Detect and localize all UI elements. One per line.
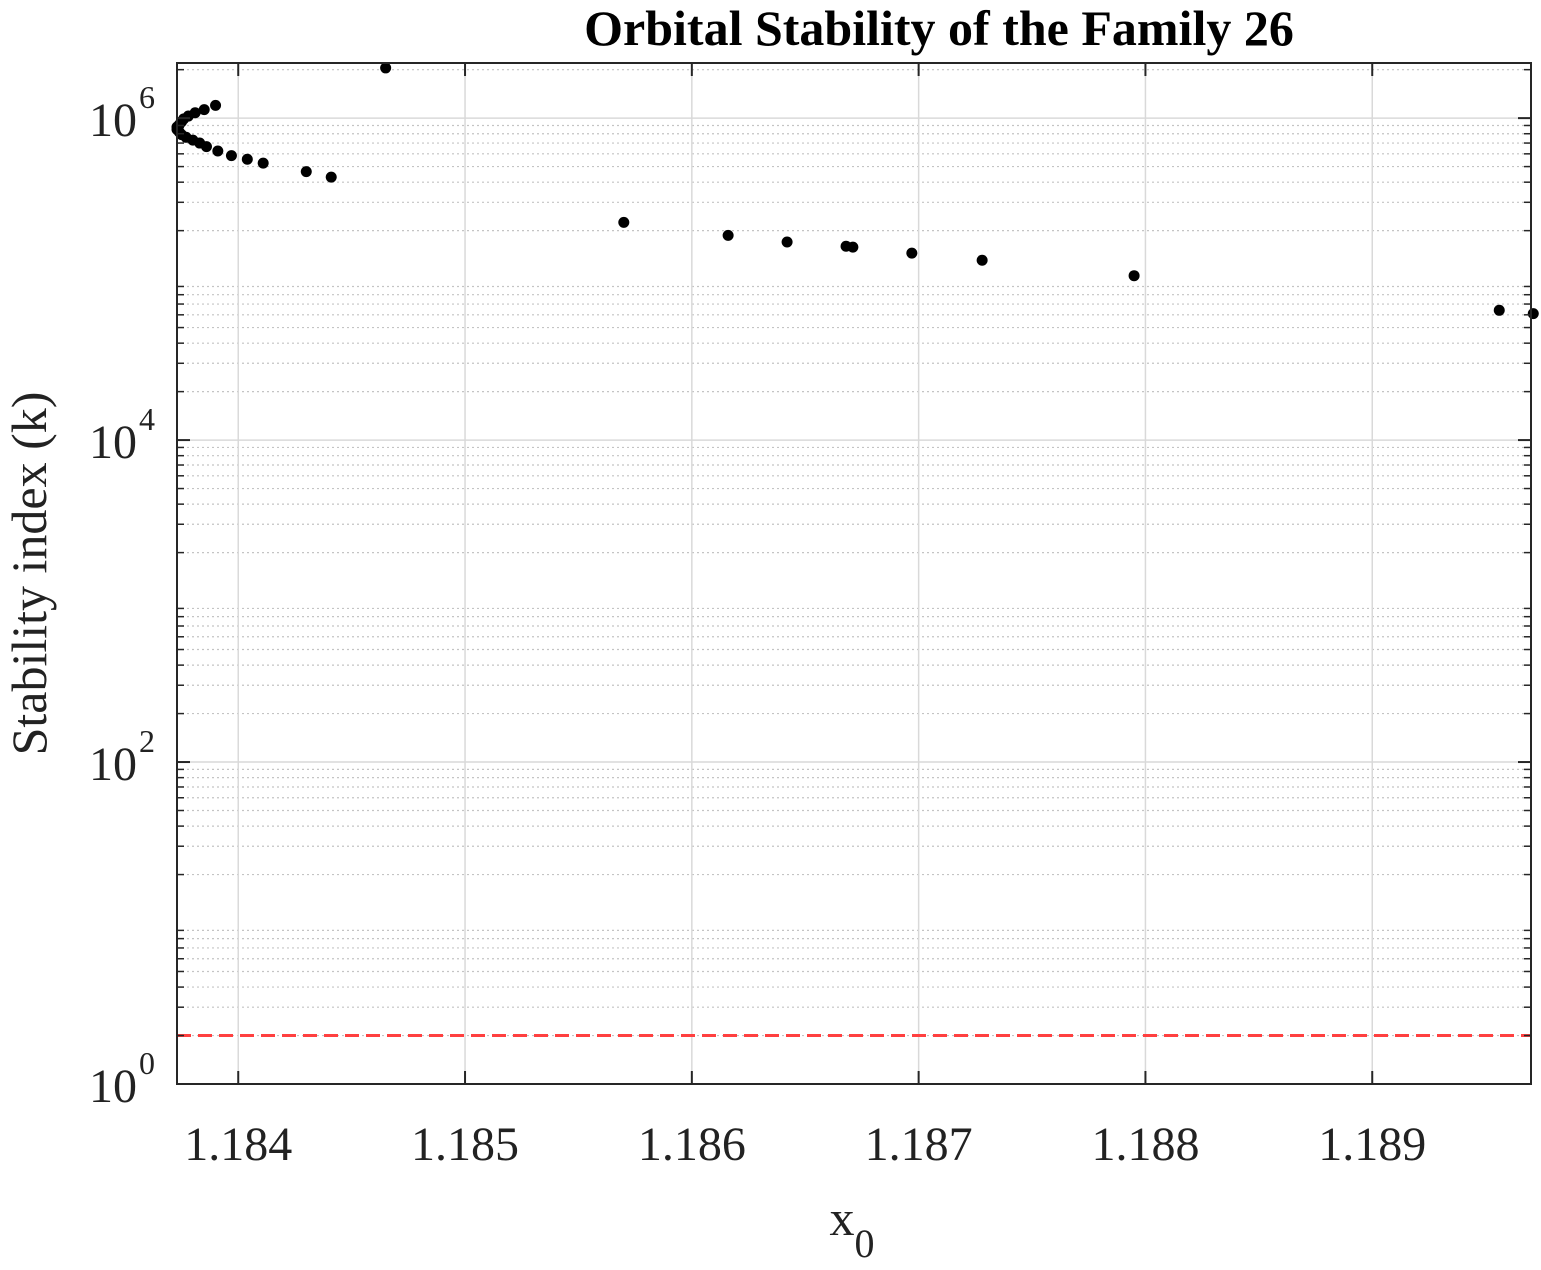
x-tick-label: 1.189 [1318,1118,1426,1171]
x-axis-label: x0 [830,1190,875,1266]
data-point [380,62,392,74]
x-tick-label: 1.184 [184,1118,292,1171]
y-tick-label: 10 [89,94,137,147]
y-tick-label: 10 [89,1060,137,1113]
x-tick-label: 1.185 [411,1118,519,1171]
x-axis-label-subscript: 0 [855,1221,875,1266]
data-point [722,229,734,241]
x-axis-label-main: x [830,1190,855,1246]
data-point [257,157,269,169]
data-point [210,99,222,111]
x-tick-labels: 1.184 1.185 1.186 1.187 1.188 1.189 [184,1118,1426,1171]
x-tick-label: 1.187 [865,1118,973,1171]
data-point [241,153,253,165]
y-tick-label: 10 [89,416,137,469]
data-point [300,166,312,178]
data-point [847,241,859,253]
data-point [212,145,224,157]
data-point [1128,270,1140,282]
data-point [976,254,988,266]
data-point [200,141,212,153]
data-points [171,62,1539,320]
data-point [1493,304,1505,316]
data-point [225,150,237,162]
y-axis-label: Stability index (k) [1,392,57,756]
data-point [1527,308,1539,320]
data-point [618,216,630,228]
grid-lines [177,63,1531,1085]
data-point [198,104,210,116]
y-tick-base: 10 [89,1060,137,1113]
axis-ticks [177,63,1531,1085]
y-tick-base: 10 [89,94,137,147]
y-tick-label: 10 [89,738,137,791]
chart-title: Orbital Stability of the Family 26 [584,0,1294,56]
y-tick-base: 10 [89,738,137,791]
data-point [906,247,918,259]
y-tick-exponent: 0 [139,1045,155,1081]
y-tick-exponent: 2 [139,723,155,759]
data-point [325,171,337,183]
y-tick-exponent: 4 [139,401,155,437]
x-tick-label: 1.186 [638,1118,746,1171]
y-tick-exponent: 6 [139,79,155,115]
data-point [781,236,793,248]
x-tick-label: 1.188 [1091,1118,1199,1171]
plot-frame [176,62,1532,1085]
y-tick-base: 10 [89,416,137,469]
